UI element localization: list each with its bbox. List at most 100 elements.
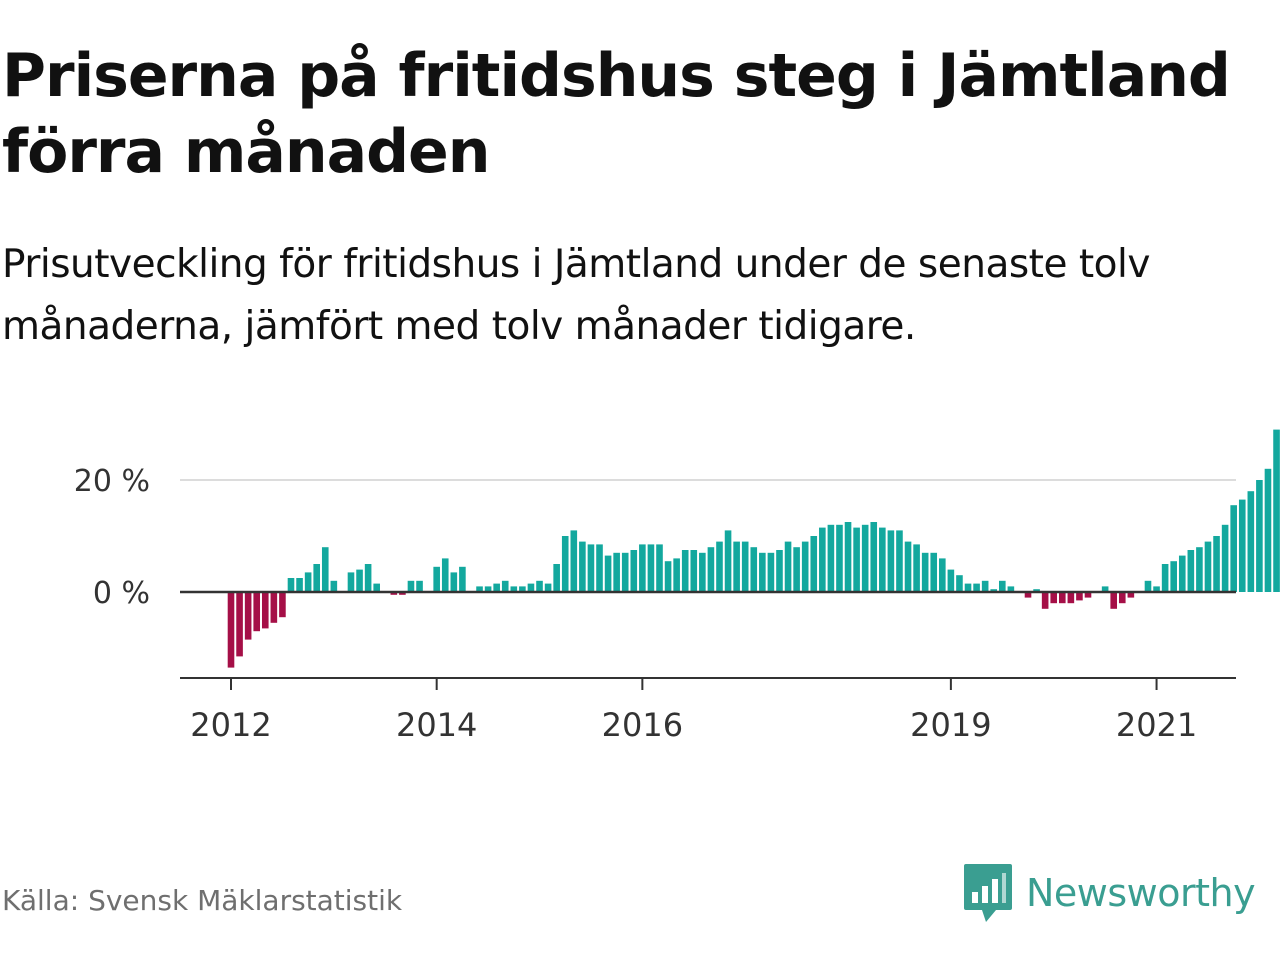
bar (570, 530, 578, 592)
bar (390, 592, 398, 595)
bar (501, 580, 509, 592)
bar (664, 561, 672, 592)
bar (510, 586, 518, 592)
bar (1058, 592, 1066, 604)
bar (270, 592, 278, 623)
bar (399, 592, 406, 595)
bar (724, 530, 732, 592)
bar (1213, 536, 1220, 592)
bar (896, 530, 903, 592)
chart-subtitle: Prisutveckling för fritidshus i Jämtland… (2, 242, 1150, 349)
bar (887, 530, 895, 592)
bar (596, 544, 603, 592)
bar (1007, 586, 1015, 592)
bar (707, 547, 715, 592)
bar (741, 541, 749, 592)
bar (1033, 589, 1040, 592)
bar (1041, 592, 1049, 609)
bar (690, 550, 698, 592)
bar (1204, 541, 1212, 592)
bar (1153, 586, 1160, 592)
bar (861, 524, 869, 592)
bar (579, 541, 586, 592)
bar (296, 578, 303, 592)
bar (553, 564, 560, 592)
source-note: Källa: Svensk Mäklarstatistik (2, 884, 403, 917)
bar (416, 580, 423, 592)
bar (699, 552, 706, 592)
bar (1076, 592, 1083, 601)
bar (450, 572, 458, 592)
bar (836, 524, 843, 592)
bar (801, 541, 809, 592)
bar (1247, 491, 1255, 592)
bar (639, 544, 646, 592)
bar (441, 558, 449, 592)
bar (1024, 592, 1032, 598)
bar (304, 572, 312, 592)
bar (673, 558, 680, 592)
price-change-bar-chart: 0 %20 %2012201420162019202120231 % (74, 429, 1280, 744)
bar (244, 592, 252, 640)
bar (373, 583, 380, 592)
bar (947, 569, 955, 592)
bar (407, 580, 415, 592)
bar (313, 564, 320, 592)
tick-labels: 0 %20 %2012201420162019202120231 % (74, 464, 1197, 744)
bar (1196, 547, 1203, 592)
bar (647, 544, 655, 592)
bar (784, 541, 792, 592)
bar (870, 522, 878, 592)
bar (776, 550, 783, 592)
bar (733, 541, 740, 592)
bar (1230, 505, 1237, 592)
bar (827, 524, 835, 592)
bar (1238, 499, 1246, 592)
bar (759, 552, 766, 592)
bar (527, 583, 535, 592)
bar (1110, 592, 1118, 609)
bars (227, 429, 1280, 668)
bar (253, 592, 261, 632)
bar (1264, 468, 1272, 592)
bar (519, 586, 526, 592)
bar (853, 527, 860, 592)
y-tick-label: 20 % (74, 464, 150, 499)
bar (1273, 429, 1280, 592)
axes (180, 590, 1236, 690)
bar (459, 566, 466, 592)
bar (1067, 592, 1075, 604)
bar-chart-speech-bubble-icon (964, 864, 1012, 922)
bar (767, 552, 775, 592)
newsworthy-logo[interactable]: Newsworthy (962, 862, 1256, 924)
bar (810, 536, 818, 592)
bar (536, 580, 543, 592)
bar (236, 592, 243, 657)
bar (1256, 480, 1263, 592)
x-tick-label: 2016 (602, 706, 683, 744)
bar (321, 547, 329, 592)
bar (716, 541, 723, 592)
bar (819, 527, 826, 592)
bar (1178, 555, 1186, 592)
bar (930, 552, 938, 592)
bar (613, 552, 620, 592)
bar (913, 544, 920, 592)
bar (656, 544, 663, 592)
bar (1084, 592, 1092, 598)
bar (1118, 592, 1126, 604)
bar (793, 547, 800, 592)
bar (964, 583, 972, 592)
bar (1127, 592, 1135, 598)
bar (1161, 564, 1169, 592)
brand-name: Newsworthy (1026, 871, 1256, 915)
bar (493, 583, 500, 592)
bar (1170, 561, 1177, 592)
bar (621, 552, 629, 592)
bar (939, 558, 946, 592)
chart-title: Priserna på fritidshus steg i Jämtland f… (2, 41, 1231, 187)
bar (227, 592, 235, 668)
bar (587, 544, 595, 592)
bar (1221, 524, 1229, 592)
x-tick-label: 2012 (190, 706, 271, 744)
